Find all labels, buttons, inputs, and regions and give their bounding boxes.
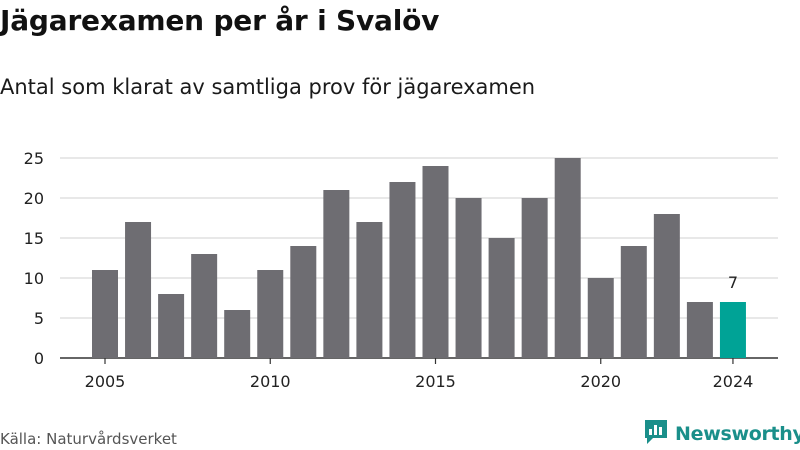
y-tick-label: 15 [24, 229, 44, 248]
y-tick-label: 25 [24, 149, 44, 168]
bar-2015 [422, 166, 449, 358]
bar-2005 [92, 270, 118, 358]
bar-2016 [455, 198, 482, 358]
bar-2011 [290, 246, 317, 358]
y-axis-ticks: 0 5 10 15 20 25 [24, 149, 44, 368]
newsworthy-logo-icon [643, 418, 669, 450]
y-tick-label: 5 [34, 309, 44, 328]
brand-logo: Newsworthy [643, 419, 800, 449]
y-tick-label: 10 [24, 269, 44, 288]
bar-2018 [521, 198, 548, 358]
data-labels: 7 [728, 273, 738, 292]
chart-subtitle: Antal som klarat av samtliga prov för jä… [0, 75, 536, 99]
x-axis-ticks: 2005 2010 2015 2020 2024 [85, 358, 754, 391]
bar-2014 [389, 182, 416, 358]
chart-title: Jägarexamen per år i Svalöv [0, 4, 440, 37]
bar-2007 [158, 294, 185, 358]
bar-2022 [653, 214, 680, 358]
source-note: Källa: Naturvårdsverket [0, 430, 177, 448]
x-tick-label: 2015 [415, 372, 456, 391]
bar-2019 [554, 158, 581, 358]
bar-2012 [323, 190, 350, 358]
data-label: 7 [728, 273, 738, 292]
bar-chart: 0 5 10 15 20 25 2005 2010 2015 2020 2024 7 [24, 149, 778, 391]
bars [92, 158, 746, 358]
x-tick-label: 2010 [250, 372, 291, 391]
y-tick-label: 20 [24, 189, 44, 208]
bar-2020 [587, 278, 614, 358]
bar-2024 [719, 302, 746, 358]
bar-2021 [620, 246, 647, 358]
x-tick-label: 2024 [713, 372, 754, 391]
bar-2023 [686, 302, 713, 358]
bar-2017 [488, 238, 515, 358]
x-tick-label: 2020 [580, 372, 621, 391]
bar-2006 [125, 222, 152, 358]
bar-2009 [224, 310, 251, 358]
bar-2010 [257, 270, 284, 358]
x-tick-label: 2005 [85, 372, 126, 391]
brand-name: Newsworthy [675, 423, 800, 445]
y-tick-label: 0 [34, 349, 44, 368]
bar-2013 [356, 222, 383, 358]
bar-2008 [191, 254, 218, 358]
